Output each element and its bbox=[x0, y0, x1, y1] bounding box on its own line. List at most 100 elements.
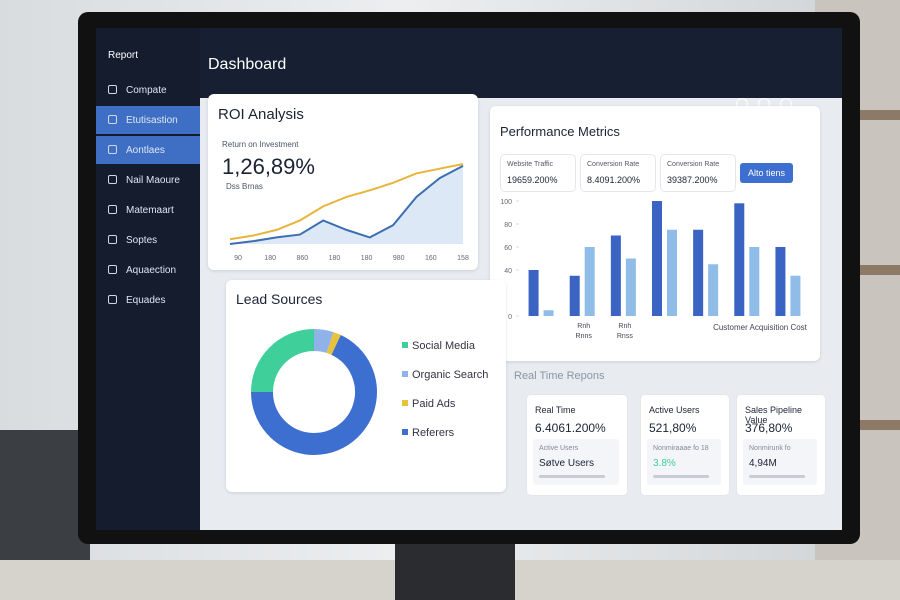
nav-item[interactable]: Compate bbox=[96, 76, 200, 104]
x-label: 158 bbox=[457, 255, 469, 262]
top-bar bbox=[96, 28, 842, 98]
donut-segment bbox=[251, 335, 377, 455]
nav-icon bbox=[108, 175, 117, 184]
lead-panel: Lead Sources Social Media Organic Search P… bbox=[226, 280, 506, 492]
sidebar: Report Compate Etutisastion Aontlaes Nail M… bbox=[96, 28, 200, 530]
card-value: 376,80% bbox=[745, 421, 793, 435]
nav-item[interactable]: Aontlaes bbox=[96, 136, 200, 164]
card-sub: Active Users bbox=[539, 445, 579, 452]
card-title: Real Time bbox=[535, 405, 576, 415]
y-tick-label: 60 bbox=[504, 245, 512, 252]
bar bbox=[625, 258, 636, 316]
donut-segment bbox=[326, 332, 341, 355]
realtime-card: Sales Pipeline Value 376,80% Nonmirunk fo 4… bbox=[736, 394, 826, 496]
roi-title: ROI Analysis bbox=[218, 106, 304, 123]
card-sub-value: Søtve Users bbox=[539, 458, 595, 469]
nav-item[interactable]: Aquaection bbox=[96, 256, 200, 284]
metric-value: 8.4091.200% bbox=[587, 175, 641, 185]
realtime-card: Active Users 521,80% Nonmiraaae fo 18 3.8% bbox=[640, 394, 730, 496]
realtime-title: Real Time Repons bbox=[514, 370, 605, 382]
metric-value: 39387.200% bbox=[667, 175, 718, 185]
bar bbox=[708, 264, 719, 316]
card-sub-value: 3.8% bbox=[653, 458, 676, 469]
y-tick-label: 0 bbox=[508, 314, 512, 321]
nav-icon bbox=[108, 235, 117, 244]
x-label: 860 bbox=[296, 255, 308, 262]
lead-chart: Lead Sources Social Media Organic Search P… bbox=[236, 291, 488, 455]
x-label: 90 bbox=[234, 255, 242, 262]
nav-icon bbox=[108, 295, 117, 304]
nav-item[interactable]: Soptes bbox=[96, 226, 200, 254]
nav-item[interactable]: Etutisastion bbox=[96, 106, 200, 134]
roi-area bbox=[230, 165, 463, 244]
brand-text: Report bbox=[108, 50, 139, 61]
roi-panel: ROI Analysis Return on Investment 1,26,8… bbox=[208, 94, 478, 270]
nav-label: Etutisastion bbox=[126, 114, 178, 126]
nav-label: Soptes bbox=[126, 234, 158, 246]
legend-label: Social Media bbox=[412, 340, 476, 352]
performance-title: Performance Metrics bbox=[500, 124, 620, 139]
roi-line bbox=[229, 163, 464, 241]
legend-swatch bbox=[402, 400, 408, 406]
legend-swatch bbox=[402, 429, 408, 435]
roi-chart: 90 180 860 180 180 980 160 158 bbox=[229, 163, 469, 262]
x-label: 180 bbox=[329, 255, 341, 262]
legend-label: Paid Ads bbox=[412, 398, 456, 410]
nav-icon bbox=[108, 265, 117, 274]
bar bbox=[610, 235, 621, 316]
y-tick-label: 40 bbox=[504, 268, 512, 275]
legend-label: Referers bbox=[412, 427, 455, 439]
metric-value: 19659.200% bbox=[507, 175, 558, 185]
bar bbox=[667, 229, 677, 316]
x-label: 180 bbox=[361, 255, 373, 262]
bar bbox=[775, 247, 786, 316]
roi-line bbox=[229, 164, 464, 245]
card-sub-value: 4,94M bbox=[749, 458, 777, 469]
bar bbox=[790, 275, 801, 316]
x-tick-label: Rnh bbox=[577, 323, 590, 330]
nav-label: Compate bbox=[126, 84, 167, 96]
x-caption: Customer Acquisition Cost bbox=[713, 323, 808, 332]
card-value: 6.4061.200% bbox=[535, 421, 606, 435]
nav-item[interactable]: Nail Maoure bbox=[96, 166, 200, 194]
card-title: Sales Pipeline Value bbox=[745, 405, 803, 425]
bar bbox=[528, 270, 539, 316]
x-tick-sublabel: Rnns bbox=[576, 333, 593, 340]
nav-icon bbox=[108, 205, 117, 214]
progress bbox=[653, 475, 709, 478]
progress bbox=[749, 475, 805, 478]
metric-card: Conversion Rate 8.4091.200% bbox=[580, 154, 656, 192]
bar bbox=[734, 203, 745, 316]
card-title: Active Users bbox=[649, 405, 700, 415]
roi-value: 1,26,89% bbox=[222, 154, 315, 179]
x-label: 180 bbox=[264, 255, 276, 262]
card-inner: Nonmiraaae fo 18 3.8% bbox=[647, 439, 721, 485]
card-inner: Nonmirunk fo 4,94M bbox=[743, 439, 817, 485]
performance-chart: 0 40 60 80 100 Rnh Rnns Rnh Rnss Customer Acquisi… bbox=[500, 199, 808, 340]
metric-label: Website Traffic bbox=[507, 161, 554, 168]
roi-subtitle: Return on Investment bbox=[222, 140, 299, 149]
header-title: Dashboard bbox=[208, 56, 287, 73]
nav-item[interactable]: Equades bbox=[96, 286, 200, 314]
nav-icon bbox=[108, 145, 117, 154]
bar bbox=[543, 310, 554, 316]
nav-label: Matemaart bbox=[126, 204, 174, 216]
nav-item[interactable]: Matemaart bbox=[96, 196, 200, 224]
nav-label: Nail Maoure bbox=[126, 174, 180, 186]
bar bbox=[569, 275, 580, 316]
card-sub: Nonmirunk fo bbox=[749, 445, 791, 452]
monitor-stand bbox=[395, 540, 515, 600]
card-value: 521,80% bbox=[649, 421, 697, 435]
y-tick-label: 100 bbox=[500, 199, 512, 206]
metric-label: Conversion Rate bbox=[587, 161, 640, 168]
y-tick-label: 80 bbox=[504, 222, 512, 229]
button[interactable]: Alto tiens bbox=[740, 163, 794, 183]
nav-icon bbox=[108, 85, 117, 94]
nav-label: Aontlaes bbox=[126, 144, 165, 156]
metric-label: Conversion Rate bbox=[667, 161, 720, 168]
metric-card: Conversion Rate 39387.200% bbox=[660, 154, 736, 192]
x-label: 980 bbox=[393, 255, 405, 262]
bar bbox=[652, 201, 662, 316]
bar bbox=[749, 247, 760, 316]
card-inner: Active Users Søtve Users bbox=[533, 439, 619, 485]
